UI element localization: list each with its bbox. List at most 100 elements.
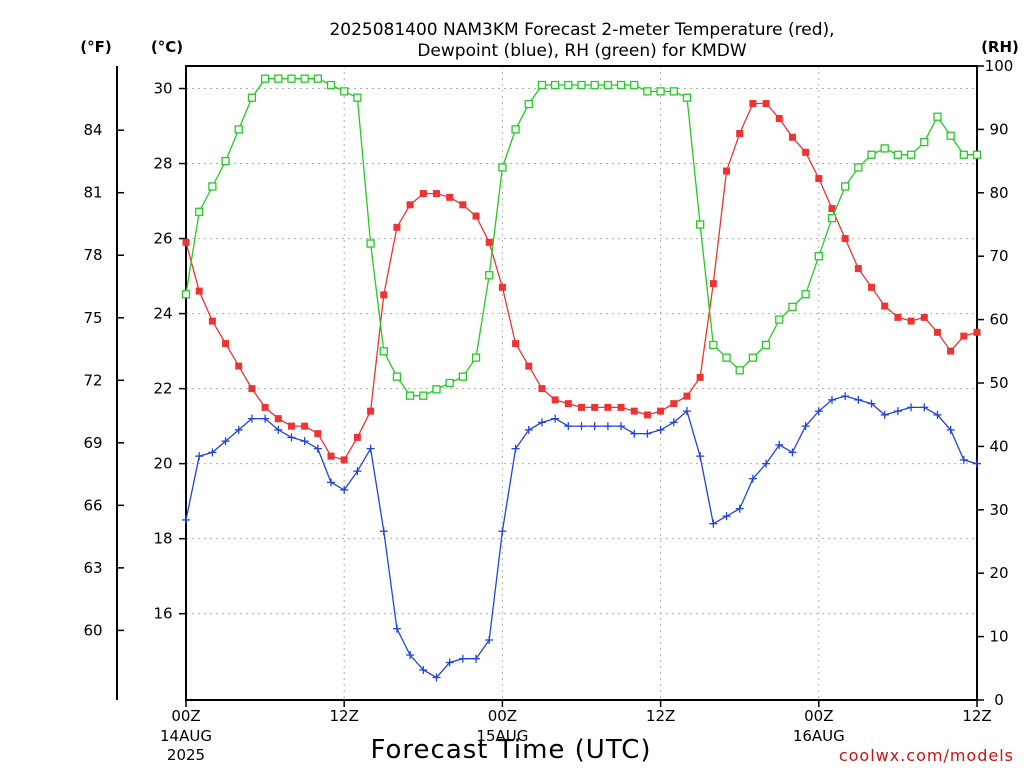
- rh-tick-label: 0: [994, 691, 1004, 709]
- dewpoint-point: [340, 485, 349, 494]
- rh-point: [827, 214, 837, 223]
- rh-tick-label: 50: [989, 374, 1008, 392]
- temperature-point: [367, 407, 375, 415]
- temperature-point: [696, 373, 704, 381]
- dewpoint-point: [458, 654, 467, 663]
- series-dewpoint: [182, 392, 981, 682]
- rh-point: [287, 74, 296, 83]
- rh-point: [577, 80, 586, 90]
- temperature-point: [498, 283, 506, 291]
- temperature-point: [881, 302, 889, 310]
- dewpoint-point: [643, 429, 652, 438]
- rh-point: [643, 87, 652, 96]
- dewpoint-point: [524, 425, 533, 434]
- rh-point: [893, 150, 903, 159]
- gridlines: [186, 66, 977, 700]
- rh-point: [656, 87, 665, 96]
- fahrenheit-tick-label: 60: [83, 621, 102, 639]
- rh-point: [906, 150, 916, 159]
- temperature-point: [762, 100, 770, 108]
- rh-point: [221, 156, 230, 166]
- temperature-point: [274, 415, 282, 423]
- rh-point: [801, 290, 810, 299]
- dewpoint-point: [801, 422, 810, 431]
- rh-point: [524, 99, 533, 109]
- dewpoint-point: [748, 474, 757, 483]
- dewpoint-point: [788, 448, 797, 457]
- dewpoint-point: [827, 395, 836, 404]
- rh-point: [353, 93, 362, 102]
- rh-point: [630, 80, 639, 90]
- temperature-point: [775, 115, 783, 123]
- temperature-point: [472, 212, 480, 220]
- dewpoint-point: [907, 403, 916, 412]
- temperature-point: [643, 411, 651, 419]
- temperature-point: [208, 317, 216, 325]
- fahrenheit-tick-label: 84: [83, 121, 102, 139]
- celsius-unit-label: (°C): [151, 38, 183, 56]
- temperature-point: [802, 148, 810, 156]
- chart-title-line1: 2025081400 NAM3KM Forecast 2-meter Tempe…: [329, 20, 834, 40]
- temperature-point: [617, 403, 625, 411]
- dewpoint-point: [485, 635, 494, 644]
- rh-tick-label: 90: [989, 120, 1008, 138]
- rh-point: [471, 353, 481, 362]
- dewpoint-point: [419, 665, 428, 674]
- rh-point: [722, 353, 731, 362]
- temperature-point: [301, 422, 309, 430]
- temperature-point: [591, 403, 599, 411]
- x-tick-date-label: 15AUG: [476, 727, 528, 745]
- rh-tick-label: 100: [985, 57, 1014, 75]
- series-temperature: [182, 100, 981, 464]
- dewpoint-point: [261, 414, 270, 423]
- dewpoint-point: [669, 418, 678, 427]
- dewpoint-point: [392, 624, 401, 633]
- rh-point: [392, 372, 402, 381]
- dewpoint-point: [472, 654, 481, 663]
- dewpoint-point: [498, 527, 507, 536]
- temperature-point: [630, 407, 638, 415]
- rh-point: [498, 163, 507, 172]
- temperature-point: [788, 133, 796, 141]
- temperature-point: [960, 332, 968, 340]
- fahrenheit-tick-label: 63: [83, 559, 102, 577]
- dewpoint-point: [590, 422, 599, 431]
- dewpoint-point: [208, 448, 217, 457]
- rh-point: [590, 80, 599, 90]
- rh-point: [195, 207, 204, 216]
- celsius-tick-label: 20: [153, 455, 172, 473]
- temperature-point: [578, 403, 585, 411]
- celsius-tick-label: 18: [153, 530, 172, 548]
- dewpoint-point: [722, 512, 731, 521]
- temperature-point: [406, 201, 414, 209]
- temperature-point: [736, 130, 744, 138]
- rh-point: [946, 131, 955, 140]
- dewpoint-point: [551, 414, 560, 423]
- rh-point: [775, 315, 784, 324]
- dewpoint-point: [959, 455, 968, 464]
- temperature-point: [525, 362, 533, 370]
- temperature-point: [419, 190, 427, 198]
- temperature-point: [261, 403, 269, 411]
- dewpoint-point: [564, 422, 573, 431]
- temperature-point: [670, 400, 678, 408]
- temperature-point: [841, 235, 849, 243]
- rh-point: [959, 150, 968, 159]
- rh-point: [234, 125, 243, 134]
- dewpoint-point: [287, 433, 296, 442]
- temperature-point: [551, 396, 559, 404]
- dewpoint-point: [511, 444, 520, 453]
- fahrenheit-tick-label: 66: [83, 496, 102, 514]
- rh-point: [841, 182, 850, 191]
- x-tick-label: 00Z: [488, 707, 517, 725]
- temperature-point: [907, 317, 915, 325]
- fahrenheit-tick-label: 75: [83, 309, 102, 327]
- rh-point: [326, 80, 336, 90]
- temperature-point: [380, 291, 388, 299]
- dewpoint-point: [379, 527, 388, 536]
- temperature-point: [314, 430, 322, 438]
- dewpoint-point: [762, 459, 771, 468]
- temperature-point: [485, 238, 493, 246]
- rh-point: [432, 385, 441, 394]
